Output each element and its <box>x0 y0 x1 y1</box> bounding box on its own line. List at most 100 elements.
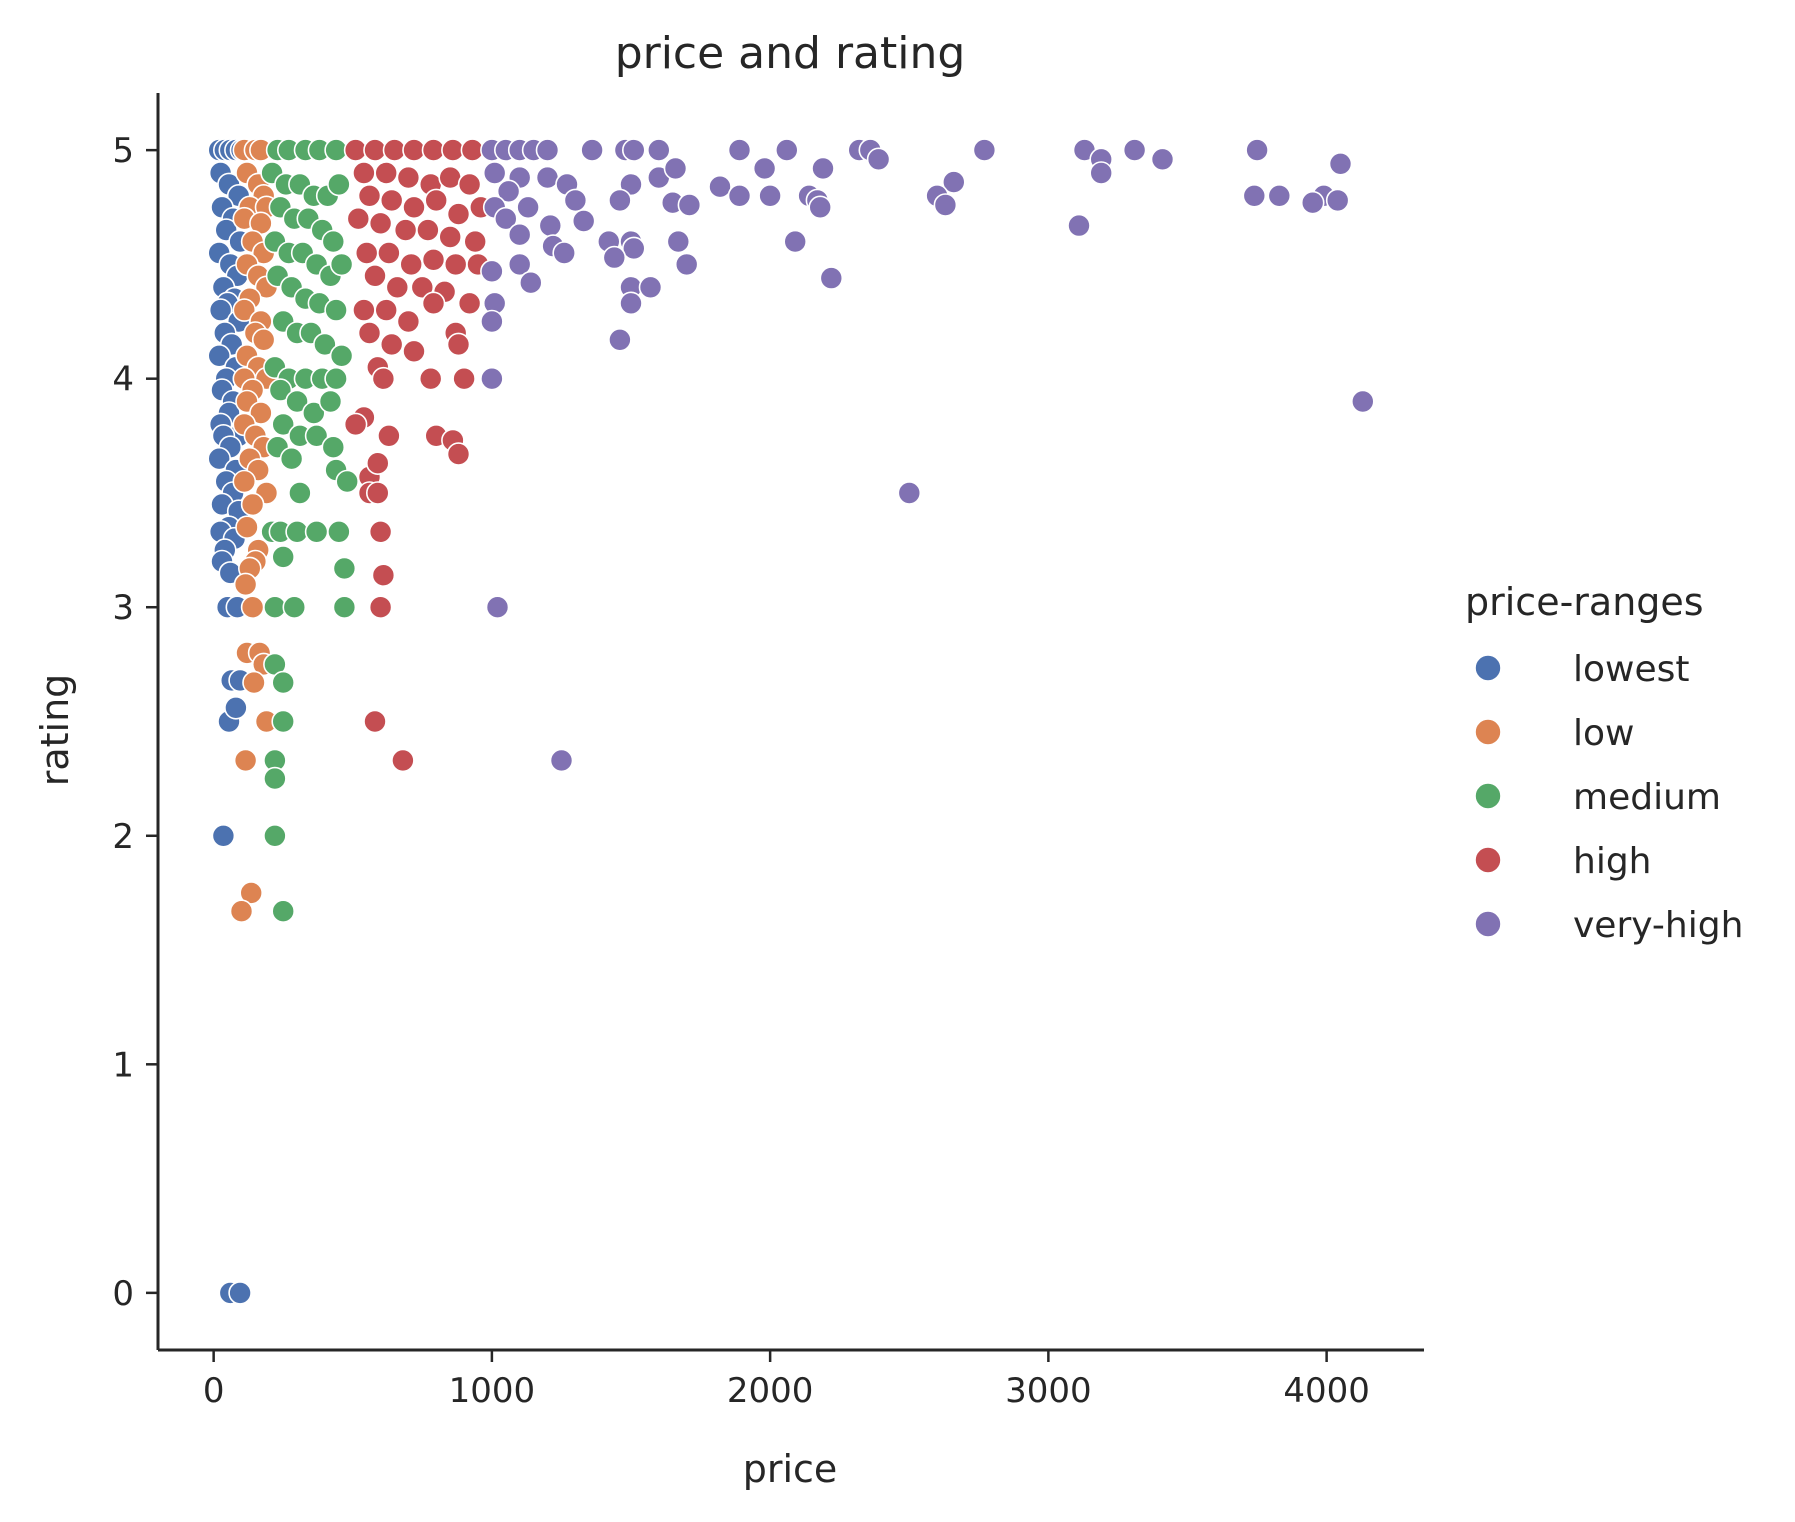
data-point <box>443 252 468 277</box>
data-point <box>480 309 504 334</box>
data-point <box>446 442 471 466</box>
legend-marker <box>1474 782 1502 810</box>
data-point <box>663 156 688 181</box>
data-point <box>646 138 671 162</box>
data-point <box>271 670 296 695</box>
data-point <box>313 332 337 357</box>
data-point <box>371 366 396 391</box>
data-point <box>399 252 424 277</box>
data-point <box>1089 161 1113 185</box>
data-point <box>288 481 312 505</box>
data-point <box>496 179 521 204</box>
chart-title: price and rating <box>615 28 966 79</box>
data-point <box>240 595 265 620</box>
data-point <box>638 275 663 300</box>
data-point <box>480 366 504 391</box>
data-point <box>752 156 777 181</box>
data-point <box>941 170 966 194</box>
y-tick-label: 1 <box>112 1045 134 1085</box>
data-point <box>1122 138 1147 162</box>
legend-marker <box>1474 718 1502 746</box>
data-point <box>438 225 463 249</box>
y-axis-title: rating <box>33 674 77 787</box>
data-point <box>263 766 287 791</box>
legend: price-ranges lowest low medium high very-hig… <box>1465 580 1743 946</box>
data-point <box>393 218 418 242</box>
legend-label: very-high <box>1573 905 1743 946</box>
legend-marker <box>1474 654 1502 682</box>
data-point <box>811 156 835 181</box>
data-point <box>352 161 376 185</box>
legend-label: high <box>1573 841 1652 882</box>
data-point <box>972 138 997 162</box>
data-point <box>457 172 482 197</box>
data-point <box>402 195 426 220</box>
data-point <box>1325 188 1350 213</box>
data-point <box>516 195 540 220</box>
data-point <box>535 165 560 190</box>
data-point <box>421 247 446 272</box>
data-point <box>391 748 415 773</box>
data-point <box>377 241 401 265</box>
data-point <box>421 291 446 316</box>
x-ticks: 0 1000 2000 3000 4000 <box>203 1350 1370 1411</box>
data-point <box>224 695 248 720</box>
data-point <box>251 327 276 352</box>
data-point <box>621 236 646 261</box>
data-point <box>549 748 574 773</box>
data-point <box>232 469 257 494</box>
data-point <box>608 327 632 352</box>
data-point <box>674 252 699 277</box>
x-tick-label: 1000 <box>449 1371 536 1411</box>
data-point <box>354 241 379 265</box>
data-point <box>324 366 348 391</box>
data-point <box>282 595 307 620</box>
data-point <box>357 321 382 345</box>
data-point <box>327 519 351 544</box>
data-point <box>368 211 393 236</box>
data-point <box>268 378 293 402</box>
data-point <box>580 138 604 162</box>
data-point <box>571 209 596 233</box>
data-point <box>897 481 922 505</box>
x-axis-title: price <box>743 1447 838 1491</box>
data-point <box>518 270 543 295</box>
data-point <box>708 174 732 199</box>
data-point <box>232 298 257 322</box>
legend-label: low <box>1573 713 1634 754</box>
data-point <box>228 1281 252 1305</box>
y-tick-label: 0 <box>112 1274 134 1314</box>
data-point <box>452 366 476 391</box>
data-point <box>233 748 258 773</box>
data-point <box>239 881 263 905</box>
y-tick-label: 3 <box>112 588 134 628</box>
data-point <box>410 275 435 300</box>
data-point <box>304 519 329 544</box>
data-point <box>1267 184 1292 208</box>
data-point <box>374 161 399 185</box>
series-low <box>229 138 279 924</box>
legend-item-very-high: very-high <box>1474 905 1743 946</box>
data-point <box>621 138 646 162</box>
data-point <box>446 332 471 357</box>
data-point <box>301 401 326 425</box>
data-point <box>774 138 799 162</box>
data-point <box>365 481 390 505</box>
data-point <box>602 245 627 270</box>
data-point <box>357 184 382 208</box>
data-point <box>233 572 258 597</box>
data-point <box>727 138 752 162</box>
data-point <box>271 545 296 569</box>
data-point <box>538 213 563 238</box>
data-point <box>371 563 396 588</box>
legend-title: price-ranges <box>1465 580 1704 624</box>
data-point <box>208 298 233 322</box>
data-point <box>485 595 510 620</box>
data-point <box>207 446 231 471</box>
data-point <box>1300 190 1325 215</box>
data-point <box>424 188 449 213</box>
data-point <box>235 515 259 540</box>
data-point <box>211 823 236 848</box>
data-point <box>324 298 348 322</box>
y-tick-label: 4 <box>112 360 134 400</box>
